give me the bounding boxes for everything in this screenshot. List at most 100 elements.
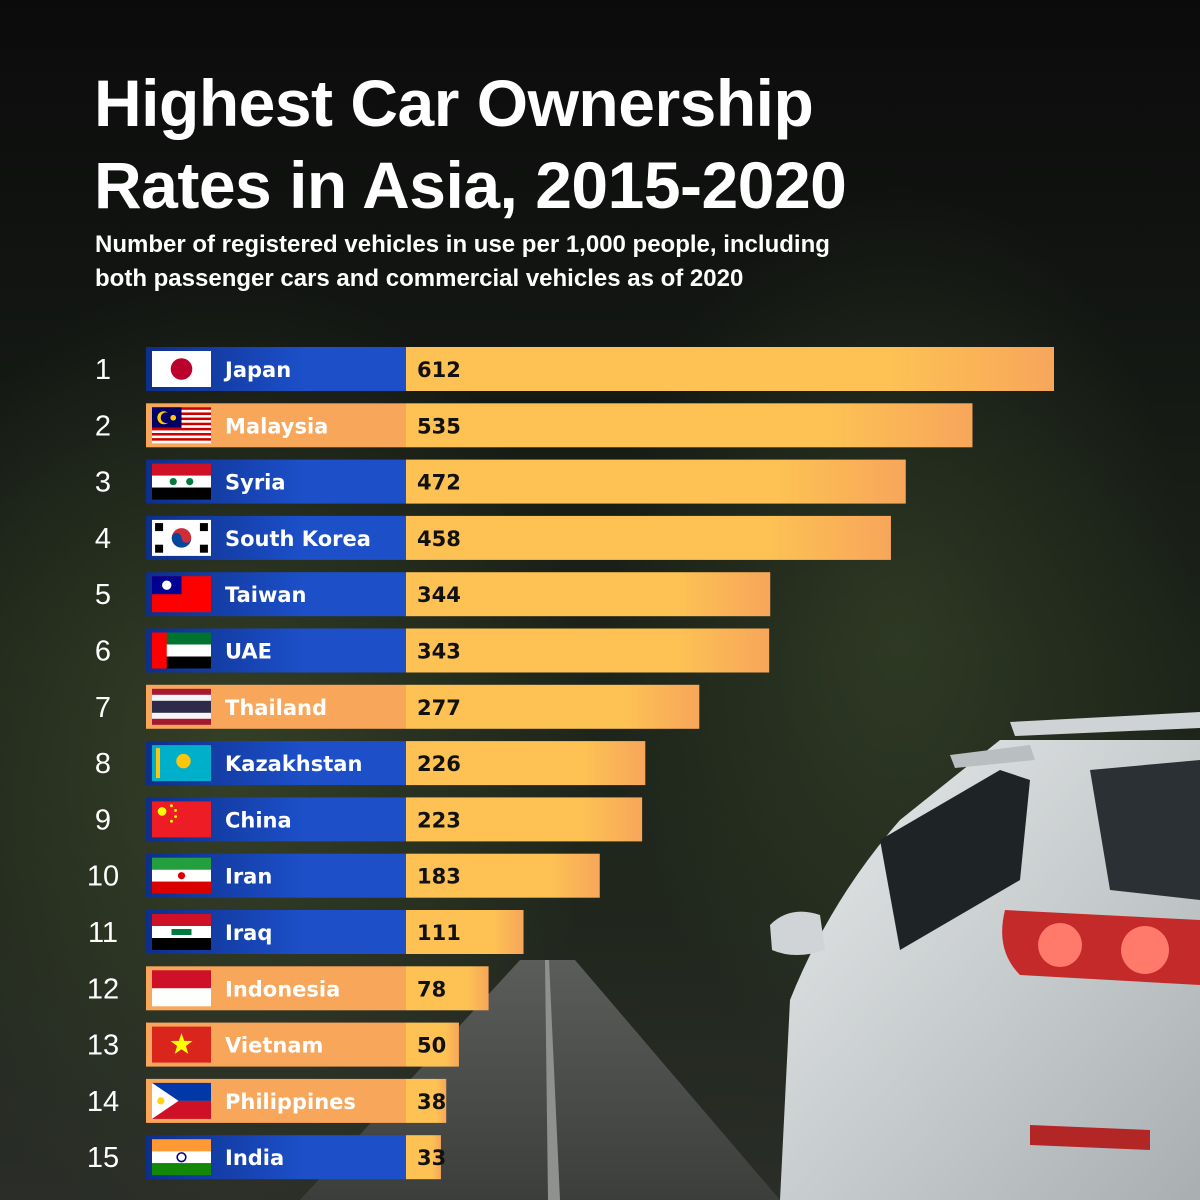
bar (406, 797, 643, 842)
chart-row: 10 Iran 183 (87, 853, 600, 898)
value-label: 50 (417, 1034, 446, 1058)
china-flag (152, 801, 211, 838)
country-name: Philippines (225, 1090, 356, 1114)
bar (406, 515, 891, 560)
chart-title-line-2: Rates in Asia, 2015-2020 (94, 148, 847, 222)
country-name: Iran (225, 865, 272, 889)
chart-row: 15 India 33 (87, 1135, 446, 1180)
chart-row: 11 Iraq 111 (88, 910, 524, 954)
rank-label: 10 (87, 861, 119, 893)
value-label: 78 (417, 977, 446, 1001)
bar (406, 459, 906, 504)
malaysia-flag (152, 407, 211, 444)
rank-label: 6 (95, 636, 111, 668)
road-center-line (545, 960, 560, 1200)
country-name: Iraq (225, 921, 272, 945)
bar (406, 910, 524, 954)
country-name: Taiwan (225, 583, 307, 607)
rank-label: 14 (87, 1086, 119, 1118)
chart-row: 2 Malaysia 535 (95, 403, 973, 448)
rank-label: 3 (95, 467, 111, 499)
country-name: India (225, 1146, 284, 1170)
value-label: 277 (417, 696, 461, 720)
country-name: South Korea (225, 527, 371, 551)
chart-row: 12 Indonesia 78 (87, 966, 489, 1011)
value-label: 458 (417, 527, 461, 551)
value-label: 226 (417, 752, 461, 776)
chart-subtitle-line-1: Number of registered vehicles in use per… (95, 231, 830, 258)
chart-row: 3 Syria 472 (95, 459, 906, 504)
country-name: China (225, 808, 292, 832)
value-label: 344 (417, 583, 461, 607)
value-label: 111 (417, 921, 461, 945)
rank-label: 7 (95, 692, 111, 724)
value-label: 183 (417, 865, 461, 889)
value-label: 343 (417, 640, 461, 664)
chart-row: 9 China 223 (95, 797, 643, 842)
uae-flag (152, 632, 211, 669)
south-korea-flag (152, 519, 211, 556)
chart-row: 14 Philippines 38 (87, 1078, 447, 1123)
country-name: Syria (225, 471, 286, 495)
bar (406, 572, 771, 617)
bar (406, 684, 700, 729)
country-name: Kazakhstan (225, 752, 362, 776)
bar (406, 1078, 447, 1123)
syria-flag (152, 463, 211, 500)
india-flag (152, 1139, 211, 1176)
vietnam-flag (152, 1026, 211, 1063)
rank-label: 11 (88, 917, 118, 949)
chart-row: 4 South Korea 458 (95, 515, 891, 560)
bar (406, 1135, 441, 1180)
country-name: Thailand (225, 696, 327, 720)
car (770, 712, 1200, 1200)
rank-label: 4 (95, 523, 111, 555)
country-name: UAE (225, 640, 272, 664)
country-name: Indonesia (225, 977, 340, 1001)
value-label: 223 (417, 808, 461, 832)
country-name: Malaysia (225, 414, 328, 438)
iran-flag (152, 857, 211, 894)
iraq-flag (152, 914, 211, 950)
rank-label: 15 (87, 1142, 119, 1174)
chart-row: 8 Kazakhstan 226 (95, 741, 646, 786)
rank-label: 2 (95, 410, 111, 442)
value-label: 33 (417, 1146, 446, 1170)
chart-row: 1 Japan 612 (95, 347, 1054, 391)
chart-row: 7 Thailand 277 (95, 684, 700, 729)
chart-title-line-1: Highest Car Ownership (94, 66, 814, 140)
rank-label: 9 (95, 804, 111, 836)
rank-label: 8 (95, 748, 111, 780)
bar (406, 741, 646, 786)
bar (406, 403, 973, 448)
chart-row: 13 Vietnam 50 (87, 1022, 459, 1067)
taiwan-flag (152, 576, 211, 613)
thailand-flag (152, 688, 211, 725)
bar (406, 966, 489, 1011)
chart-subtitle: Number of registered vehicles in use per… (95, 228, 1095, 296)
value-label: 38 (417, 1090, 446, 1114)
rank-label: 12 (87, 973, 119, 1005)
value-label: 612 (417, 358, 461, 382)
rank-label: 1 (95, 354, 111, 386)
chart-title: Highest Car Ownership Rates in Asia, 201… (94, 62, 1154, 226)
philippines-flag (152, 1082, 211, 1119)
bar (406, 628, 770, 673)
chart-row: 6 UAE 343 (95, 628, 770, 673)
bar (406, 1022, 459, 1067)
chart-subtitle-line-2: both passenger cars and commercial vehic… (95, 265, 744, 292)
bar (406, 853, 600, 898)
country-name: Japan (223, 358, 291, 382)
kazakhstan-flag (152, 745, 211, 782)
country-name: Vietnam (225, 1034, 323, 1058)
indonesia-flag (152, 970, 211, 1007)
value-label: 472 (417, 471, 461, 495)
chart-row: 5 Taiwan 344 (95, 572, 771, 617)
rank-label: 13 (87, 1030, 119, 1062)
bar (406, 347, 1054, 391)
value-label: 535 (417, 414, 461, 438)
japan-flag (152, 351, 211, 387)
rank-label: 5 (95, 579, 111, 611)
